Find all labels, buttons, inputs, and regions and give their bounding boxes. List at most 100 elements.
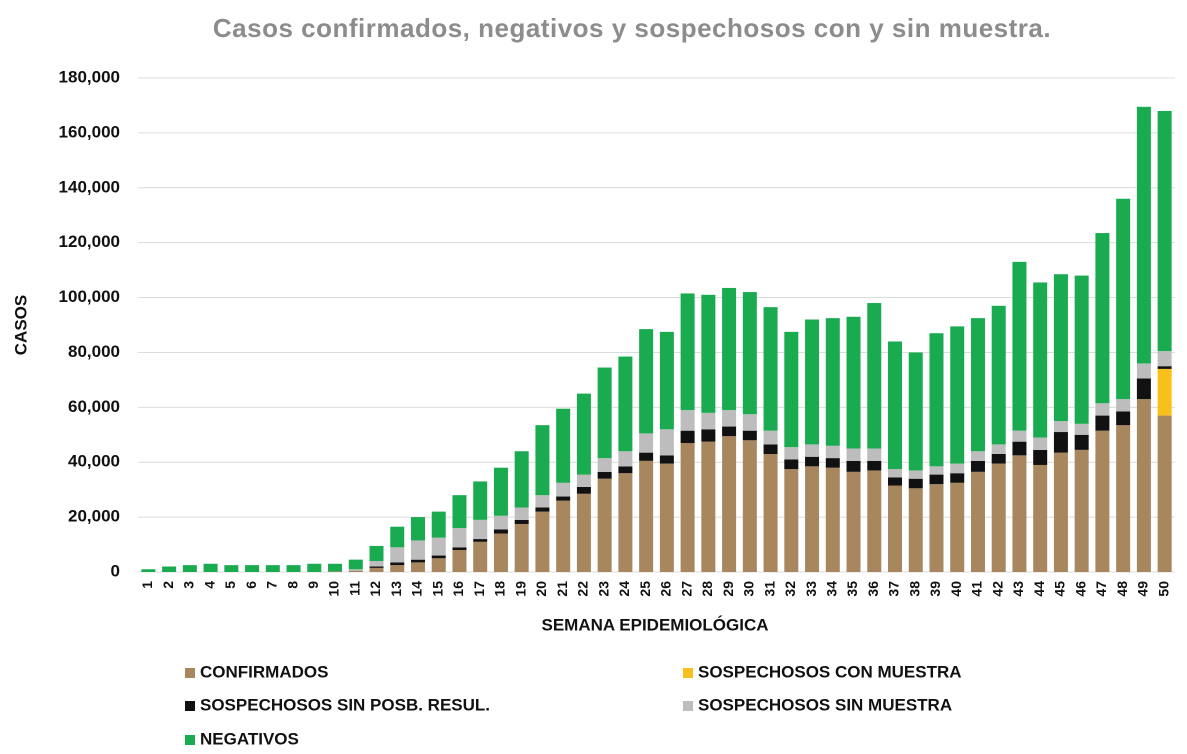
bar-segment [701,441,716,572]
x-tick-label: 15 [429,581,445,597]
bar-segment [1116,425,1131,572]
bar-segment [576,474,591,487]
x-tick-label: 13 [388,581,404,597]
bar-segment [929,484,944,572]
bar-segment [929,474,944,485]
bar-segment [1053,274,1068,422]
legend-swatch [185,735,195,745]
bar-segment [784,447,799,460]
bar-segment [265,565,280,572]
bar-segment [659,455,674,464]
x-tick-label: 12 [367,581,383,597]
x-tick-label: 40 [948,581,964,597]
bar-segment [1095,403,1110,416]
bar-segment [348,559,363,570]
chart-title: Casos confirmados, negativos y sospechos… [213,13,1051,43]
bar-segment [888,341,903,470]
bar-segment [722,287,737,411]
bar-segment [1157,110,1172,352]
bar-segment [535,511,550,572]
y-tick-label: 100,000 [59,287,120,306]
bar-segment [722,436,737,572]
bar-segment [1116,411,1131,426]
x-tick-label: 42 [989,581,1005,597]
bar-segment [639,329,654,434]
bar-segment [763,444,778,454]
bar-segment [535,507,550,512]
bar-segment [556,408,571,483]
bar-segment [618,451,633,467]
bar-segment [1095,430,1110,572]
bar-segment [867,303,882,449]
x-tick-label: 44 [1031,581,1047,597]
bar-segment [805,444,820,457]
y-tick-label: 160,000 [59,122,120,141]
bar-segment [1157,415,1172,572]
bar-segment [1074,275,1089,424]
bar-segment [991,305,1006,445]
bar-segment [618,473,633,572]
bar-segment [742,440,757,572]
x-tick-label: 28 [699,581,715,597]
legend-label: SOSPECHOSOS CON MUESTRA [698,662,962,681]
bar-segment [473,539,488,542]
bar-segment [991,453,1006,464]
bar-segment [369,566,384,568]
x-tick-label: 49 [1135,581,1151,597]
bar-segment [473,541,488,572]
x-tick-label: 16 [450,581,466,597]
bar-segment [1116,399,1131,412]
bar-segment [328,571,343,572]
bar-segment [846,460,861,472]
bar-segment [991,463,1006,572]
x-tick-label: 20 [533,581,549,597]
bar-segment [701,412,716,430]
bar-segment [970,471,985,572]
bar-segment [597,458,612,472]
bar-segment [680,293,695,411]
bar-segment [410,559,425,563]
legend-swatch [683,668,693,678]
bar-segment [514,451,529,508]
legend-swatch [683,701,693,711]
bar-segment [141,569,156,572]
bar-segment [888,469,903,478]
x-tick-label: 35 [844,581,860,597]
bar-segment [1157,368,1172,416]
bar-segment [1033,449,1048,465]
bar-segment [784,331,799,448]
bar-segment [556,496,571,501]
bar-segment [162,566,177,572]
bar-segment [805,319,820,445]
bar-segment [431,511,446,538]
bar-segment [1157,366,1172,369]
bar-segment [701,429,716,442]
y-tick-label: 60,000 [68,397,120,416]
bar-segment [410,517,425,541]
bar-segment [763,307,778,431]
bar-segment [348,569,363,571]
bar-segment [888,477,903,486]
y-tick-label: 20,000 [68,507,120,526]
bar-segment [639,460,654,572]
x-tick-label: 18 [492,581,508,597]
bar-segment [680,410,695,431]
bar-segment [410,540,425,560]
legend-label: CONFIRMADOS [200,662,328,681]
bar-segment [1053,421,1068,433]
x-tick-label: 24 [616,581,632,597]
x-tick-label: 4 [201,581,217,589]
bar-segment [452,495,467,529]
bar-segment [970,451,985,461]
x-tick-label: 1 [139,581,155,589]
x-tick-label: 5 [222,581,238,589]
x-tick-label: 46 [1072,581,1088,597]
bar-segment [888,485,903,572]
bar-segment [701,294,716,413]
bar-segment [597,367,612,459]
bar-segment [846,448,861,461]
x-axis-title: SEMANA EPIDEMIOLÓGICA [542,615,769,634]
x-tick-label: 47 [1093,581,1109,597]
bar-segment [1033,282,1048,438]
